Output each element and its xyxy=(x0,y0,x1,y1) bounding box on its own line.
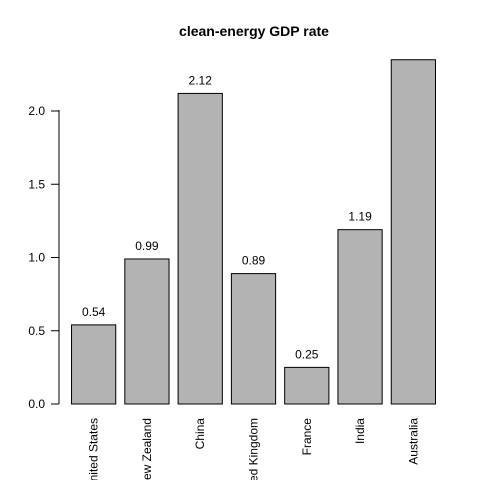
data-label: 0.99 xyxy=(135,239,159,253)
bar xyxy=(72,325,116,404)
x-category-label: France xyxy=(300,418,314,456)
y-tick-label: 2.0 xyxy=(28,104,45,118)
x-category-label: United Kingdom xyxy=(247,418,261,480)
chart-title: clean-energy GDP rate xyxy=(179,23,329,39)
bar xyxy=(338,230,382,404)
x-category-label: New Zealand xyxy=(140,418,154,480)
x-category-label: India xyxy=(353,418,367,444)
bar xyxy=(231,274,275,404)
y-tick-label: 0.5 xyxy=(28,324,45,338)
data-label: 0.54 xyxy=(82,305,106,319)
bar xyxy=(178,93,222,404)
bar xyxy=(285,367,329,404)
x-category-label: Australia xyxy=(406,418,420,465)
data-label: 0.89 xyxy=(242,254,266,268)
bar xyxy=(125,259,169,404)
y-tick-label: 0.0 xyxy=(28,397,45,411)
y-tick-label: 1.0 xyxy=(28,251,45,265)
data-label: 0.25 xyxy=(295,347,319,361)
y-axis: 0.0 0.5 1.0 1.5 2.0 xyxy=(28,104,59,411)
x-category-label: United States xyxy=(87,418,101,480)
x-category-label: China xyxy=(193,418,207,450)
data-label: 1.19 xyxy=(348,210,372,224)
data-label: 2.12 xyxy=(189,73,213,87)
bar xyxy=(391,60,435,404)
y-tick-label: 1.5 xyxy=(28,177,45,191)
x-axis-labels: United States New Zealand China United King… xyxy=(87,418,421,480)
bars-group xyxy=(72,60,436,404)
